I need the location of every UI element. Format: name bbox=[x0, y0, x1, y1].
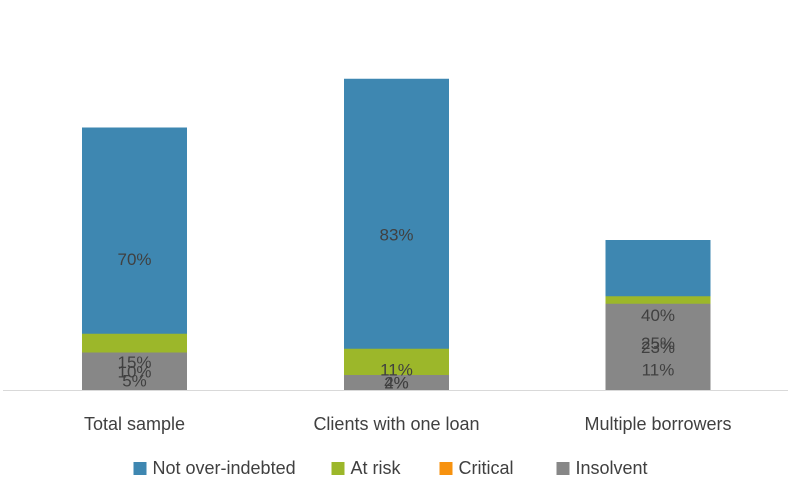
data-label-critical-total-sample: 5% bbox=[122, 372, 147, 391]
segment-labels: 70%15%5%10%83%11%2%4%40%25%11%23% bbox=[117, 225, 675, 392]
bar-insolvent-multiple-borrowers bbox=[605, 303, 711, 390]
data-label-at-risk-clients-with-one-loan: 11% bbox=[380, 360, 413, 379]
category-labels: Total sample Clients with one loan Multipl… bbox=[84, 414, 732, 434]
data-label-insolvent-multiple-borrowers: 23% bbox=[641, 338, 675, 357]
data-label-at-risk-total-sample: 15% bbox=[117, 353, 151, 372]
legend-label-critical: Critical bbox=[459, 458, 514, 478]
data-label-insolvent-total-sample: 10% bbox=[117, 362, 151, 381]
legend-label-not-over-indebted: Not over-indebted bbox=[153, 458, 296, 478]
data-label-not-over-indebted-multiple-borrowers: 40% bbox=[641, 306, 675, 325]
data-label-at-risk-multiple-borrowers: 25% bbox=[641, 334, 675, 353]
data-label-not-over-indebted-total-sample: 70% bbox=[117, 250, 151, 269]
category-label-multiple-borrowers: Multiple borrowers bbox=[584, 414, 731, 434]
legend-swatch-not-over-indebted bbox=[133, 462, 147, 475]
bar-insolvent-clients-with-one-loan bbox=[344, 375, 449, 390]
legend-label-insolvent: Insolvent bbox=[576, 458, 648, 478]
category-label-total-sample: Total sample bbox=[84, 414, 185, 434]
bar-not-over-indebted-clients-with-one-loan bbox=[344, 78, 449, 390]
legend-swatch-at-risk bbox=[331, 462, 345, 475]
legend-swatch-insolvent bbox=[556, 462, 570, 475]
legend-label-at-risk: At risk bbox=[351, 458, 402, 478]
bar-insolvent-total-sample bbox=[82, 352, 187, 390]
data-label-insolvent-clients-with-one-loan: 4% bbox=[384, 374, 409, 393]
bars bbox=[82, 78, 711, 390]
data-label-critical-clients-with-one-loan: 2% bbox=[384, 373, 409, 392]
data-label-critical-multiple-borrowers: 11% bbox=[642, 360, 675, 379]
legend-swatch-critical bbox=[439, 462, 453, 475]
legend: Not over-indebted At risk Critical Insolven… bbox=[133, 458, 648, 478]
data-label-not-over-indebted-clients-with-one-loan: 83% bbox=[379, 225, 413, 244]
category-label-clients-with-one-loan: Clients with one loan bbox=[313, 414, 479, 434]
